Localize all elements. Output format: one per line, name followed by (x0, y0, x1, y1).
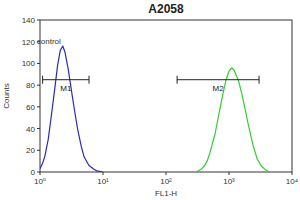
x-axis-label: FL1-H (155, 189, 177, 198)
gate-marker (177, 76, 259, 84)
x-tick (166, 172, 167, 175)
x-tick-label: 10⁴ (286, 177, 299, 186)
x-tick (40, 172, 41, 175)
y-tick-label: 60 (26, 103, 35, 112)
y-tick (37, 85, 40, 86)
x-tick-label: 10¹ (97, 177, 109, 186)
x-tick-label: 10³ (223, 177, 235, 186)
series-annotation: control (37, 37, 61, 46)
plot-marks (40, 46, 270, 172)
histogram-line (40, 46, 103, 172)
y-tick-label: 120 (22, 38, 36, 47)
y-tick-label: 140 (22, 16, 36, 25)
y-tick (37, 128, 40, 129)
y-tick (37, 20, 40, 21)
chart: A2058 0 20 40 60 80 100 120 140 10⁰ 10¹ 10² 10³ 10⁴ FL… (0, 0, 300, 200)
y-tick-label: 100 (22, 59, 36, 68)
y-axis-label: Counts (2, 83, 11, 108)
x-tick-label: 10² (160, 177, 172, 186)
y-tick-label: 20 (26, 146, 35, 155)
plot-frame (40, 20, 292, 172)
gate-marker (43, 76, 89, 84)
y-tick (37, 106, 40, 107)
y-tick (37, 63, 40, 64)
y-tick-label: 80 (26, 81, 35, 90)
gate-label: M2 (213, 84, 225, 93)
gate-label: M1 (60, 84, 72, 93)
x-tick (292, 172, 293, 175)
y-tick-label: 0 (31, 168, 36, 177)
y-tick (37, 150, 40, 151)
x-tick (229, 172, 230, 175)
x-tick (103, 172, 104, 175)
x-tick-label: 10⁰ (34, 177, 46, 186)
title: A2058 (148, 2, 184, 16)
y-tick-label: 40 (26, 125, 35, 134)
